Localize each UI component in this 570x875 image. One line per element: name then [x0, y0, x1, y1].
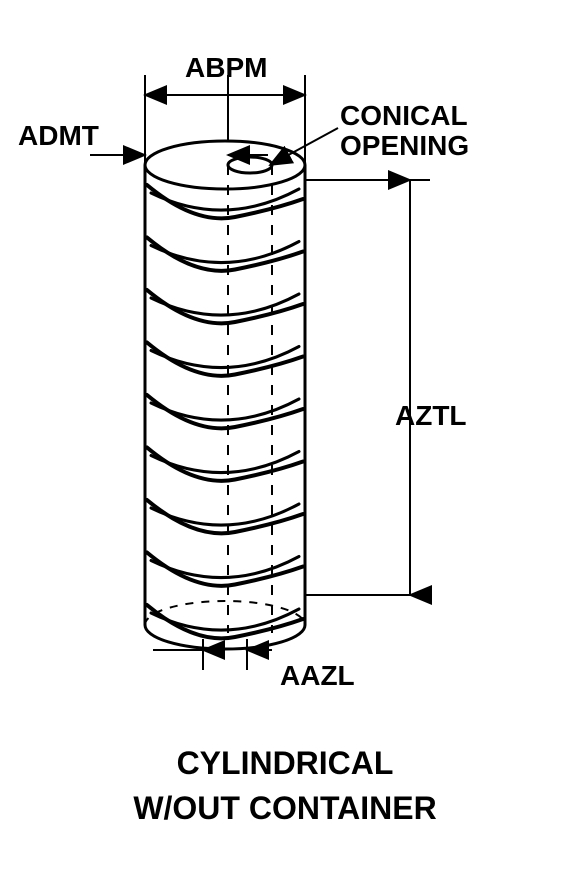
- label-aazl: AAZL: [280, 660, 355, 692]
- label-admt: ADMT: [18, 120, 99, 152]
- label-abpm: ABPM: [185, 52, 267, 84]
- label-conical-1: CONICAL: [340, 100, 468, 132]
- diagram-container: ABPM ADMT CONICAL OPENING AZTL AAZL CYLI…: [0, 0, 570, 870]
- caption-line-2: W/OUT CONTAINER: [0, 790, 570, 827]
- label-conical-2: OPENING: [340, 130, 469, 162]
- caption-line-1: CYLINDRICAL: [0, 745, 570, 782]
- label-aztl: AZTL: [395, 400, 467, 432]
